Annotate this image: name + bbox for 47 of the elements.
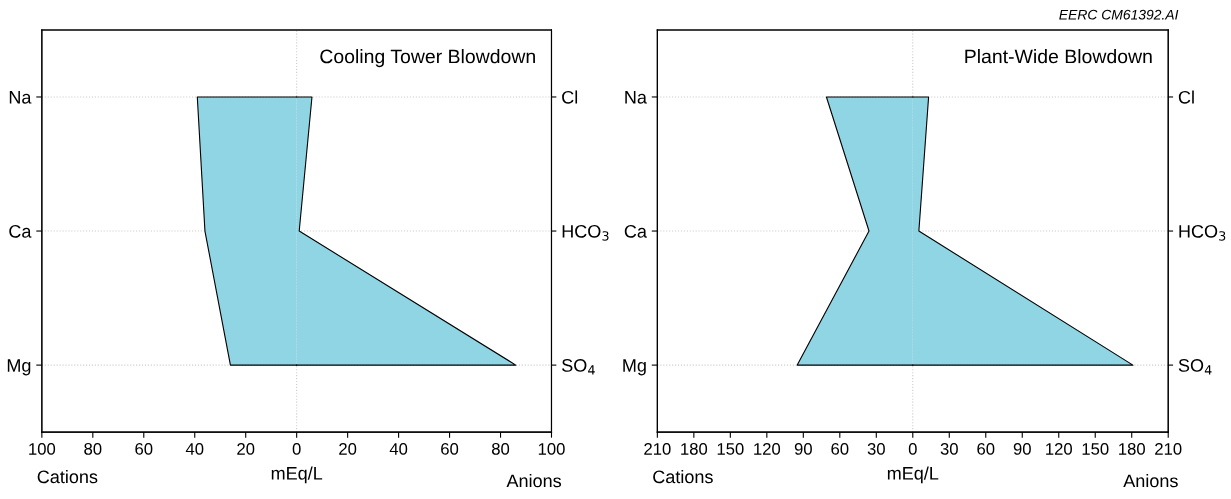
x-axis-title: mEq/L [887,466,939,484]
x-tick-label: 100 [538,442,565,455]
x-tick-label: 20 [339,442,357,455]
text: Cations [37,469,98,484]
x-tick-label: 0 [908,442,917,455]
y-tick-label: Mg [7,359,31,376]
y2-tick-label: Cl [1178,90,1194,104]
text: Cooling Tower Blowdown [320,49,535,68]
y2-tick-label: HCO$_{3}$ [1179,224,1226,241]
text: Plant-Wide Blowdown [965,49,1152,64]
x-tick-label: 60 [441,442,459,455]
y-tick-label: Ca [624,224,647,238]
y2-tick-label: SO$_{4}$ [562,359,595,375]
x-tick-label: 180 [1119,442,1145,455]
text: Anions [1123,473,1178,488]
x-tick-label: 120 [754,442,781,455]
y-tick-label: Mg [623,359,646,376]
text: Anions [506,473,562,488]
x-tick-label: 0 [292,442,301,455]
x-tick-label: 210 [1155,442,1182,455]
x-tick-label: 30 [867,442,885,455]
x-tick-label: 150 [1082,442,1109,455]
text: Cations [653,469,713,484]
text: EERC CM61392.AI [1059,9,1179,20]
y-tick-label: Na [9,91,32,104]
x-tick-label: 40 [389,442,408,455]
x-tick-label: 80 [491,442,510,455]
y-tick-label: Na [625,91,647,104]
y2-tick-label: Cl [562,90,578,104]
x-tick-label: 80 [84,442,102,455]
x-tick-label: 120 [1046,442,1072,455]
x-tick-label: 60 [135,442,153,455]
x-tick-label: 90 [794,442,812,455]
x-tick-label: 40 [185,442,204,455]
x-tick-label: 30 [940,442,958,455]
y2-tick-label: SO$_{4}$ [1178,359,1212,375]
x-axis-title: mEq/L [271,466,323,484]
x-tick-label: 100 [29,442,56,455]
x-tick-label: 20 [237,442,255,455]
y-tick-label: Ca [9,224,32,238]
x-tick-label: 150 [717,442,744,455]
x-tick-label: 60 [977,442,995,455]
x-tick-label: 90 [1013,442,1031,455]
x-tick-label: 180 [681,442,708,455]
y2-tick-label: HCO$_{3}$ [562,224,609,241]
x-tick-label: 60 [831,442,849,455]
x-tick-label: 210 [644,442,671,455]
